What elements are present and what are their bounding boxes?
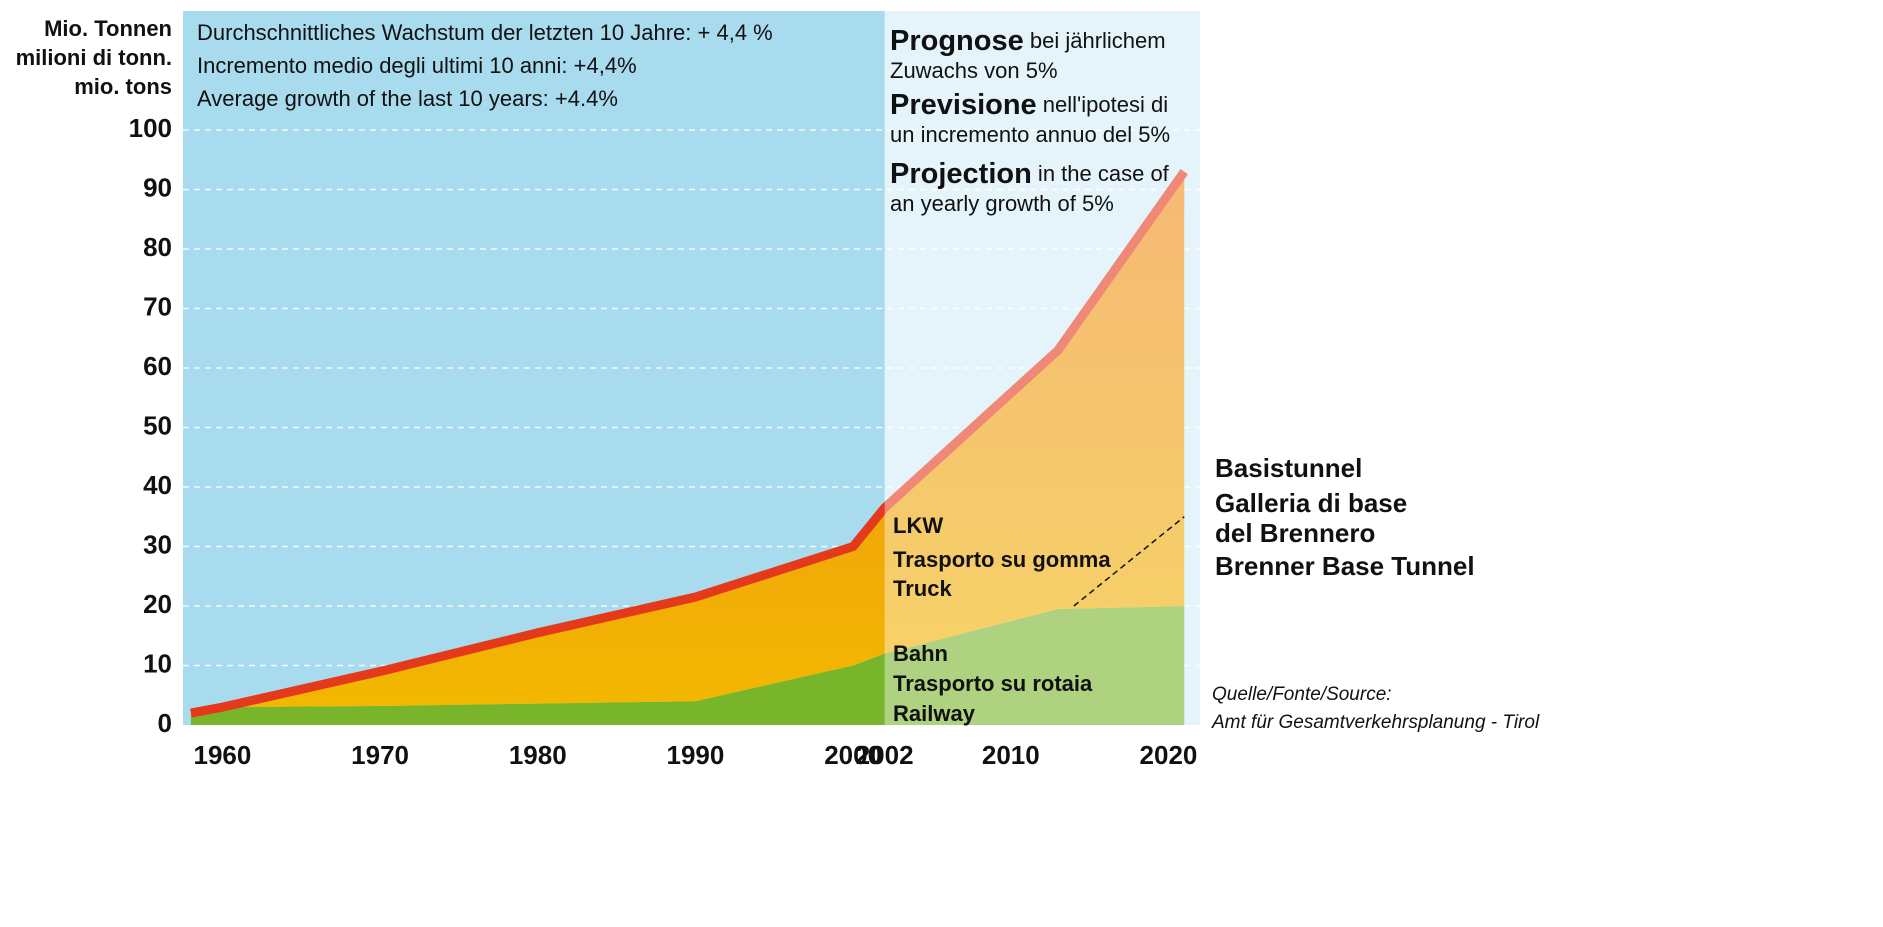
growth-note: Average growth of the last 10 years: +4.… <box>197 86 618 111</box>
series-label: Truck <box>893 576 952 601</box>
y-tick-label: 20 <box>143 589 172 619</box>
y-axis-label: mio. tons <box>74 74 172 99</box>
projection-note-bold: Projection <box>890 158 1032 190</box>
projection-note: Projection in the case of <box>890 158 1170 190</box>
growth-note: Durchschnittliches Wachstum der letzten … <box>197 20 773 45</box>
y-tick-label: 60 <box>143 351 172 381</box>
area <box>190 171 1185 714</box>
y-axis-label: Mio. Tonnen <box>44 16 172 41</box>
projection-note-text: nell'ipotesi di <box>1037 92 1168 117</box>
y-tick-label: 30 <box>143 529 172 559</box>
series-label: LKW <box>893 513 943 538</box>
projection-note: Previsione nell'ipotesi di <box>890 89 1168 121</box>
growth-note: Incremento medio degli ultimi 10 anni: +… <box>197 53 637 78</box>
x-tick-label: 2002 <box>856 740 914 770</box>
source: Amt für Gesamtverkehrsplanung - Tirol <box>1211 712 1540 733</box>
projection-note: Prognose bei jährlichem <box>890 25 1166 57</box>
y-tick-label: 10 <box>143 648 172 678</box>
y-tick-label: 80 <box>143 232 172 262</box>
area <box>190 606 1185 725</box>
projection-note-bold: Prognose <box>890 25 1024 57</box>
y-tick-label: 90 <box>143 172 172 202</box>
projection-note: un incremento annuo del 5% <box>890 122 1170 147</box>
projection-note-text: Zuwachs von 5% <box>890 58 1058 83</box>
projection-note-text: bei jährlichem <box>1024 28 1166 53</box>
series-label: Railway <box>893 701 976 726</box>
y-tick-label: 100 <box>129 113 172 143</box>
projection-note: Zuwachs von 5% <box>890 58 1058 83</box>
projection-note-text: un incremento annuo del 5% <box>890 122 1170 147</box>
projection-note: an yearly growth of 5% <box>890 191 1114 216</box>
tunnel-label: Brenner Base Tunnel <box>1215 551 1475 581</box>
source: Quelle/Fonte/Source: <box>1212 684 1392 705</box>
projection-note-bold: Previsione <box>890 89 1037 121</box>
x-tick-label: 1960 <box>193 740 251 770</box>
y-tick-label: 0 <box>158 708 172 738</box>
x-tick-label: 2000 <box>824 740 882 770</box>
projection-note-text: in the case of <box>1032 161 1170 186</box>
x-tick-label: 1990 <box>667 740 725 770</box>
tunnel-label: del Brennero <box>1215 518 1375 548</box>
x-tick-label: 2010 <box>982 740 1040 770</box>
y-tick-label: 70 <box>143 291 172 321</box>
x-tick-label: 1970 <box>351 740 409 770</box>
tunnel-line <box>1073 516 1185 607</box>
y-axis-label: milioni di tonn. <box>16 45 172 70</box>
projection-note-text: an yearly growth of 5% <box>890 191 1114 216</box>
tunnel-label: Basistunnel <box>1215 453 1362 483</box>
series-label: Trasporto su gomma <box>893 547 1111 572</box>
series-label: Bahn <box>893 641 948 666</box>
tunnel-label: Galleria di base <box>1215 488 1407 518</box>
y-tick-label: 50 <box>143 410 172 440</box>
total-line <box>190 169 1188 718</box>
projection-overlay <box>884 11 1200 725</box>
x-tick-label: 2020 <box>1140 740 1198 770</box>
series-label: Trasporto su rotaia <box>893 671 1093 696</box>
y-tick-label: 40 <box>143 470 172 500</box>
x-tick-label: 1980 <box>509 740 567 770</box>
